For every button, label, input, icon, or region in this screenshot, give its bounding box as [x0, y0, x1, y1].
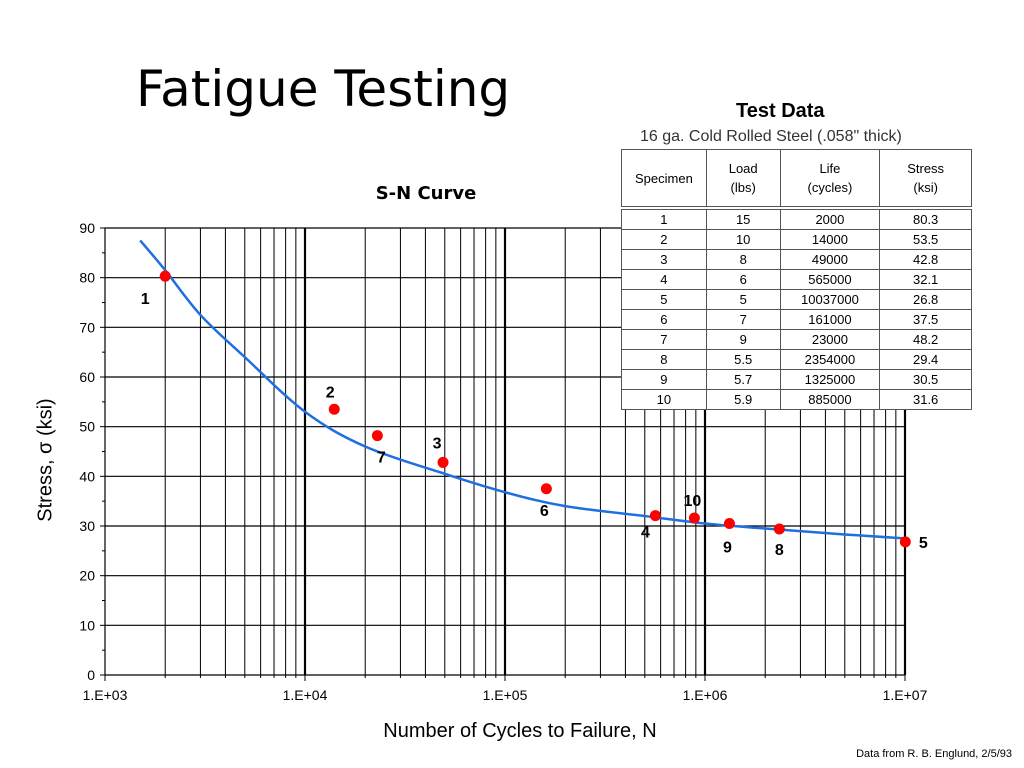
y-tick-label: 50	[79, 419, 95, 435]
y-axis-label: Stress, σ (ksi)	[34, 398, 57, 522]
data-point-marker	[540, 483, 552, 495]
slide-title: Fatigue Testing	[136, 60, 511, 118]
data-points: 1 2 3 4 5 6 7 8 9 10	[141, 270, 928, 559]
x-tick-label: 1.E+07	[883, 687, 928, 703]
table-row: 2 10 14000 53.5	[621, 229, 972, 250]
table-row: 7 9 23000 48.2	[621, 329, 972, 350]
y-tick-label: 20	[79, 568, 95, 584]
table-row: 4 6 565000 32.1	[621, 269, 972, 290]
data-point-label: 3	[433, 435, 442, 452]
table-row: 5 5 10037000 26.8	[621, 289, 972, 310]
data-point-marker	[899, 536, 911, 548]
x-tick-label: 1.E+03	[83, 687, 128, 703]
data-point-marker	[437, 456, 449, 468]
chart-title: S-N Curve	[376, 183, 477, 204]
column-header-specimen: Specimen	[621, 149, 707, 209]
table-row: 9 5.7 1325000 30.5	[621, 369, 972, 390]
data-point-label: 9	[723, 540, 732, 557]
data-point-marker	[649, 510, 661, 522]
data-point-marker	[371, 430, 383, 442]
table-row: 3 8 49000 42.8	[621, 249, 972, 270]
axes: 0 10 20 30 40 50 60 70 80 90 1.E+03 1.E+04 1.E+05 1.E…	[79, 220, 927, 703]
data-point-marker	[328, 403, 340, 415]
data-point-label: 1	[141, 291, 150, 308]
y-tick-label: 40	[79, 468, 95, 484]
data-point-marker	[688, 512, 700, 524]
y-tick-label: 30	[79, 518, 95, 534]
y-tick-label: 10	[79, 617, 95, 633]
test-data-subtitle: 16 ga. Cold Rolled Steel (.058" thick)	[640, 128, 902, 145]
column-header-load: Load (lbs)	[705, 149, 781, 209]
data-point-label: 6	[540, 503, 549, 520]
fit-curve-layer	[139, 239, 906, 540]
data-point-label: 2	[326, 384, 335, 401]
x-tick-label: 1.E+06	[683, 687, 728, 703]
y-tick-label: 60	[79, 369, 95, 385]
table-row: 1 15 2000 80.3	[621, 207, 972, 230]
data-point-label: 7	[377, 450, 386, 467]
column-header-life: Life (cycles)	[779, 149, 881, 209]
data-point-label: 10	[683, 493, 701, 510]
y-tick-label: 0	[87, 667, 95, 683]
data-point-marker	[723, 518, 735, 530]
test-data-title: Test Data	[736, 100, 825, 122]
column-header-stress: Stress (ksi)	[879, 149, 972, 209]
x-tick-label: 1.E+05	[483, 687, 528, 703]
fit-curve	[139, 239, 906, 540]
data-point-label: 5	[919, 535, 928, 552]
y-tick-label: 80	[79, 270, 95, 286]
test-data-table: Specimen Load (lbs) Life (cycles) Stress (k…	[621, 149, 972, 410]
table-header-row: Specimen Load (lbs) Life (cycles) Stress (k…	[621, 149, 972, 209]
table-row: 6 7 161000 37.5	[621, 309, 972, 330]
x-tick-label: 1.E+04	[283, 687, 328, 703]
data-point-label: 4	[641, 525, 650, 542]
data-point-marker	[159, 270, 171, 282]
data-point-marker	[773, 523, 785, 535]
table-row: 10 5.9 885000 31.6	[621, 389, 972, 410]
data-point-label: 8	[775, 542, 784, 559]
x-axis-label: Number of Cycles to Failure, N	[383, 720, 657, 742]
y-tick-label: 90	[79, 220, 95, 236]
data-credit: Data from R. B. Englund, 2/5/93	[856, 748, 1012, 760]
y-tick-label: 70	[79, 319, 95, 335]
table-row: 8 5.5 2354000 29.4	[621, 349, 972, 370]
